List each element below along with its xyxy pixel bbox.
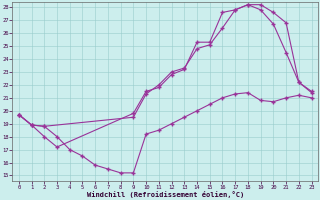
X-axis label: Windchill (Refroidissement éolien,°C): Windchill (Refroidissement éolien,°C) <box>87 191 244 198</box>
